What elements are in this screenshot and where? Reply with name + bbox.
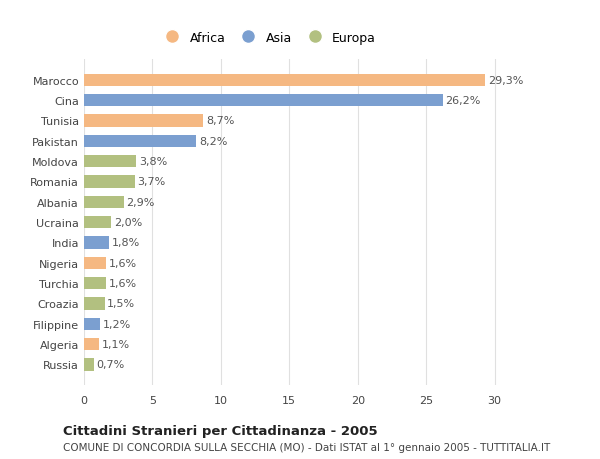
Text: 3,7%: 3,7%	[137, 177, 166, 187]
Text: 1,6%: 1,6%	[109, 258, 137, 268]
Bar	[84, 74, 485, 87]
Bar	[84, 217, 112, 229]
Bar	[84, 318, 100, 330]
Bar	[84, 135, 196, 147]
Bar	[84, 237, 109, 249]
Text: 3,8%: 3,8%	[139, 157, 167, 167]
Text: 1,1%: 1,1%	[102, 339, 130, 349]
Text: Cittadini Stranieri per Cittadinanza - 2005: Cittadini Stranieri per Cittadinanza - 2…	[63, 425, 377, 437]
Bar	[84, 176, 134, 188]
Bar	[84, 156, 136, 168]
Bar	[84, 196, 124, 208]
Text: 8,7%: 8,7%	[206, 116, 234, 126]
Text: 2,0%: 2,0%	[114, 218, 142, 228]
Text: 26,2%: 26,2%	[445, 96, 481, 106]
Text: 8,2%: 8,2%	[199, 136, 227, 146]
Text: 1,5%: 1,5%	[107, 299, 136, 309]
Bar	[84, 257, 106, 269]
Text: 0,7%: 0,7%	[97, 360, 125, 369]
Text: 1,2%: 1,2%	[103, 319, 131, 329]
Bar	[84, 338, 99, 351]
Text: 29,3%: 29,3%	[488, 76, 523, 85]
Bar	[84, 358, 94, 371]
Bar	[84, 298, 104, 310]
Bar	[84, 95, 443, 107]
Text: COMUNE DI CONCORDIA SULLA SECCHIA (MO) - Dati ISTAT al 1° gennaio 2005 - TUTTITA: COMUNE DI CONCORDIA SULLA SECCHIA (MO) -…	[63, 442, 550, 452]
Bar	[84, 277, 106, 290]
Bar	[84, 115, 203, 127]
Text: 1,8%: 1,8%	[112, 238, 140, 248]
Text: 2,9%: 2,9%	[127, 197, 155, 207]
Legend: Africa, Asia, Europa: Africa, Asia, Europa	[155, 27, 381, 50]
Text: 1,6%: 1,6%	[109, 279, 137, 288]
